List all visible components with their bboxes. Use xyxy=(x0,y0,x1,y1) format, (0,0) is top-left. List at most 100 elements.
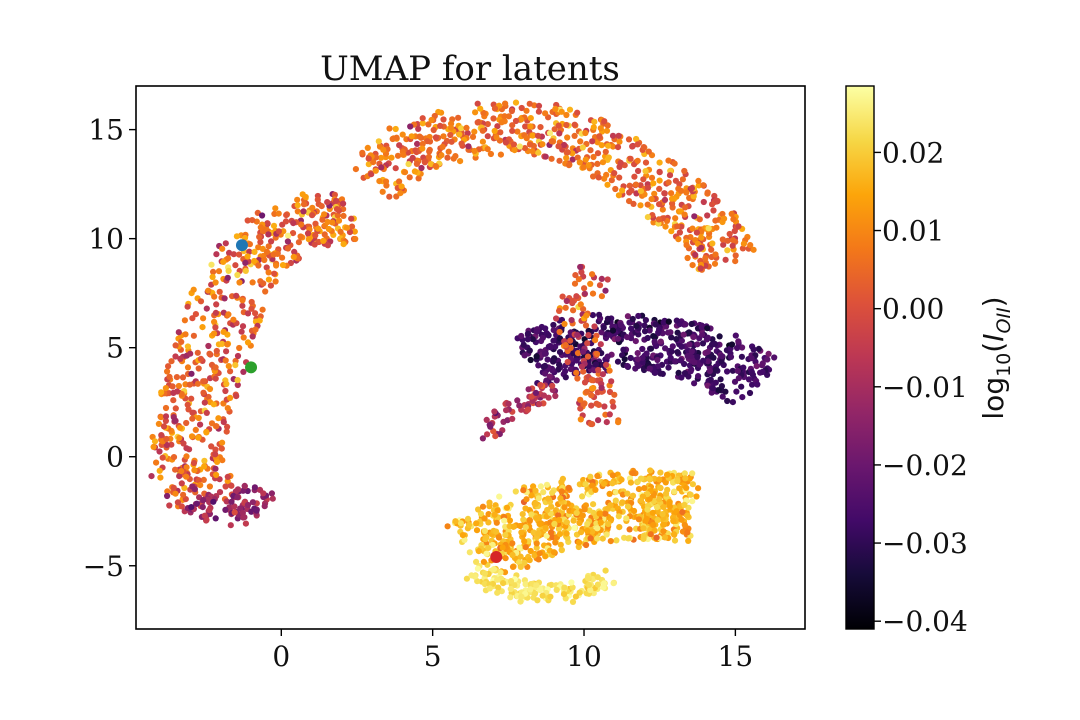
scatter-point xyxy=(376,178,383,185)
scatter-point xyxy=(224,473,231,480)
scatter-point xyxy=(573,509,580,517)
scatter-point xyxy=(494,123,501,130)
x-tick-label: 15 xyxy=(718,640,754,673)
scatter-point xyxy=(700,198,707,206)
scatter-point xyxy=(240,368,247,375)
scatter-point xyxy=(227,522,234,529)
scatter-point xyxy=(203,409,210,416)
scatter-point xyxy=(617,159,624,166)
colorbar-label-paren-close: ) xyxy=(977,296,1010,307)
scatter-point xyxy=(203,517,210,524)
scatter-point xyxy=(448,138,455,145)
scatter-point xyxy=(549,534,556,541)
scatter-point xyxy=(212,446,219,453)
scatter-point xyxy=(694,341,701,348)
scatter-point xyxy=(531,552,538,559)
scatter-point xyxy=(497,151,504,158)
scatter-point xyxy=(547,344,555,351)
scatter-point xyxy=(695,182,703,189)
scatter-point xyxy=(626,526,633,533)
scatter-point xyxy=(272,278,279,285)
scatter-point xyxy=(484,121,491,128)
scatter-point xyxy=(507,578,515,585)
scatter-point xyxy=(635,516,643,523)
scatter-point xyxy=(656,326,663,333)
scatter-point xyxy=(418,164,425,172)
scatter-point xyxy=(176,424,184,431)
scatter-point xyxy=(574,109,581,116)
scatter-point xyxy=(192,311,199,318)
scatter-point xyxy=(594,525,601,532)
scatter-point xyxy=(573,369,580,376)
scatter-point xyxy=(321,211,328,218)
scatter-point xyxy=(575,543,582,551)
scatter-point xyxy=(232,362,239,369)
scatter-point xyxy=(558,108,565,115)
scatter-point xyxy=(545,332,552,339)
scatter-point xyxy=(294,196,301,203)
scatter-point xyxy=(604,353,611,360)
scatter-point xyxy=(659,510,666,518)
scatter-point xyxy=(592,337,599,344)
scatter-point xyxy=(290,220,297,227)
scatter-point xyxy=(197,421,204,428)
scatter-point xyxy=(678,516,685,523)
scatter-point xyxy=(598,384,605,391)
scatter-point xyxy=(739,245,747,252)
colorbar-tick-label: 0.00 xyxy=(882,293,944,326)
scatter-point xyxy=(656,159,663,166)
scatter-point xyxy=(650,521,657,529)
scatter-point xyxy=(311,241,318,248)
scatter-point xyxy=(477,510,485,517)
highlight-point xyxy=(235,239,248,252)
scatter-point xyxy=(573,293,580,300)
scatter-point xyxy=(624,490,631,497)
scatter-point xyxy=(739,344,746,351)
scatter-point xyxy=(561,320,568,328)
scatter-point xyxy=(585,581,593,589)
scatter-point xyxy=(401,169,409,176)
scatter-point xyxy=(621,356,628,363)
scatter-point xyxy=(459,532,466,539)
scatter-point xyxy=(587,535,594,542)
scatter-point xyxy=(195,365,202,372)
scatter-point xyxy=(716,333,723,340)
scatter-point xyxy=(517,563,524,571)
scatter-point xyxy=(549,382,556,389)
scatter-point xyxy=(282,218,290,225)
scatter-point xyxy=(457,158,464,165)
scatter-point xyxy=(512,99,520,106)
scatter-point xyxy=(290,253,297,260)
scatter-point xyxy=(674,349,681,356)
scatter-point xyxy=(511,147,518,154)
scatter-point xyxy=(609,472,617,479)
scatter-point xyxy=(720,241,727,248)
scatter-point xyxy=(485,519,492,526)
scatter-point xyxy=(456,131,463,138)
scatter-point xyxy=(724,237,731,244)
scatter-point xyxy=(615,192,623,199)
scatter-point xyxy=(686,329,693,336)
scatter-point xyxy=(738,353,746,360)
scatter-point xyxy=(261,503,268,510)
scatter-point xyxy=(230,251,237,258)
scatter-point xyxy=(697,265,704,272)
scatter-point xyxy=(603,127,611,134)
scatter-point xyxy=(555,516,563,524)
scatter-point xyxy=(556,361,563,368)
scatter-point xyxy=(719,393,726,400)
scatter-point xyxy=(598,142,605,149)
scatter-point xyxy=(660,319,667,326)
scatter-point xyxy=(625,535,632,542)
scatter-point xyxy=(665,179,672,186)
scatter-point xyxy=(593,350,601,358)
scatter-point xyxy=(676,229,684,236)
scatter-point xyxy=(474,565,481,572)
scatter-point xyxy=(239,509,246,516)
scatter-point xyxy=(475,548,482,555)
scatter-point xyxy=(660,504,667,511)
scatter-point xyxy=(233,233,240,240)
scatter-point xyxy=(681,211,688,218)
scatter-point xyxy=(494,576,501,583)
scatter-point xyxy=(463,575,470,582)
